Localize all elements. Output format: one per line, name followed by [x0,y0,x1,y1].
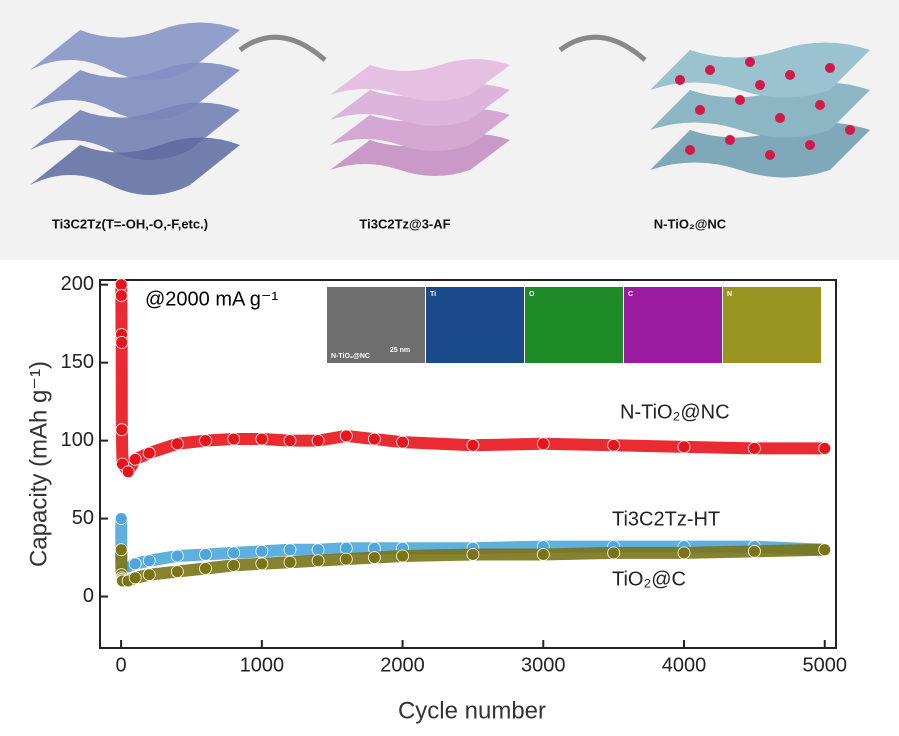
data-point [114,289,128,302]
data-point [227,432,241,446]
schematic-label: Ti3C2Tz(T=-OH,-O,-F,etc.) [52,216,208,231]
inset-panel-label: C [628,291,633,298]
data-point [255,557,269,571]
series-label: TiO₂@C [612,568,686,590]
data-point [339,541,353,555]
y-tick-label: 100 [61,429,94,451]
data-point [114,543,128,557]
data-point [396,549,409,563]
data-point [677,546,691,560]
data-point [747,442,761,455]
inset-caption: N-TiO₂@NC [331,353,370,360]
x-axis-title: Cycle number [398,697,546,724]
data-point [128,452,142,466]
x-tick-label: 2000 [380,654,425,676]
data-point [142,554,156,568]
inset-panel-label: Ti [430,291,436,298]
x-tick-label: 1000 [240,654,285,676]
data-point [368,432,381,446]
data-point [466,548,480,561]
data-point [114,278,128,292]
data-point [311,434,325,448]
data-point [115,335,129,349]
data-point [283,434,297,448]
y-axis-title: Capacity (mAh g⁻¹) [25,361,52,567]
data-point [536,437,550,451]
data-point [368,551,381,564]
y-tick-label: 150 [61,351,94,373]
data-point [283,543,297,557]
data-point [339,429,353,443]
data-point [255,432,269,446]
data-point [170,437,184,451]
data-point [142,568,156,582]
series-band [115,278,831,478]
data-point [227,546,241,560]
data-point [818,543,832,557]
data-point [818,442,832,455]
y-tick-label: 50 [72,507,94,529]
data-point [199,434,212,448]
plot-frame [99,279,837,649]
data-point [114,512,128,525]
stack-3 [650,42,870,178]
data-point [536,548,550,561]
data-point [128,571,142,585]
y-tick-label: 200 [61,273,94,295]
stack-1 [30,22,240,195]
arrow [558,34,647,62]
data-point [339,552,353,566]
data-point [311,554,325,568]
data-point [607,438,621,452]
inset-panel-label: N [727,291,732,298]
annotation: @2000 mA g⁻¹ [145,288,278,310]
schematic-label: N-TiO₂@NC [654,216,727,231]
data-point [396,435,409,449]
data-point [677,440,691,454]
data-point [283,555,297,569]
data-point [227,558,241,572]
inset: N-TiO₂@NC 25 nm Ti O C N [327,287,821,363]
x-tick-label: 3000 [521,654,566,676]
x-tick-label: 4000 [662,654,707,676]
data-point [466,438,480,452]
data-point [255,544,269,558]
x-tick-label: 0 [116,654,127,676]
data-point [607,546,621,560]
inset-panel-label: O [529,291,535,298]
y-tick-label: 0 [83,585,94,607]
data-point [170,565,184,578]
schematic-label: Ti3C2Tz@3-AF [359,216,450,231]
stack-2 [330,59,510,176]
data-point [121,465,135,479]
inset-scale: 25 nm [390,347,410,354]
arrow [238,34,327,62]
data-point [142,446,156,460]
x-tick-label: 5000 [802,654,847,676]
series-label: Ti3C2Tz-HT [612,508,720,530]
data-point [199,562,212,575]
data-point [747,544,761,558]
data-point [128,557,142,571]
data-point [115,423,129,437]
series-label: N-TiO₂@NC [620,401,730,423]
data-point [199,548,212,561]
data-point [170,549,184,563]
data-point [311,543,325,557]
